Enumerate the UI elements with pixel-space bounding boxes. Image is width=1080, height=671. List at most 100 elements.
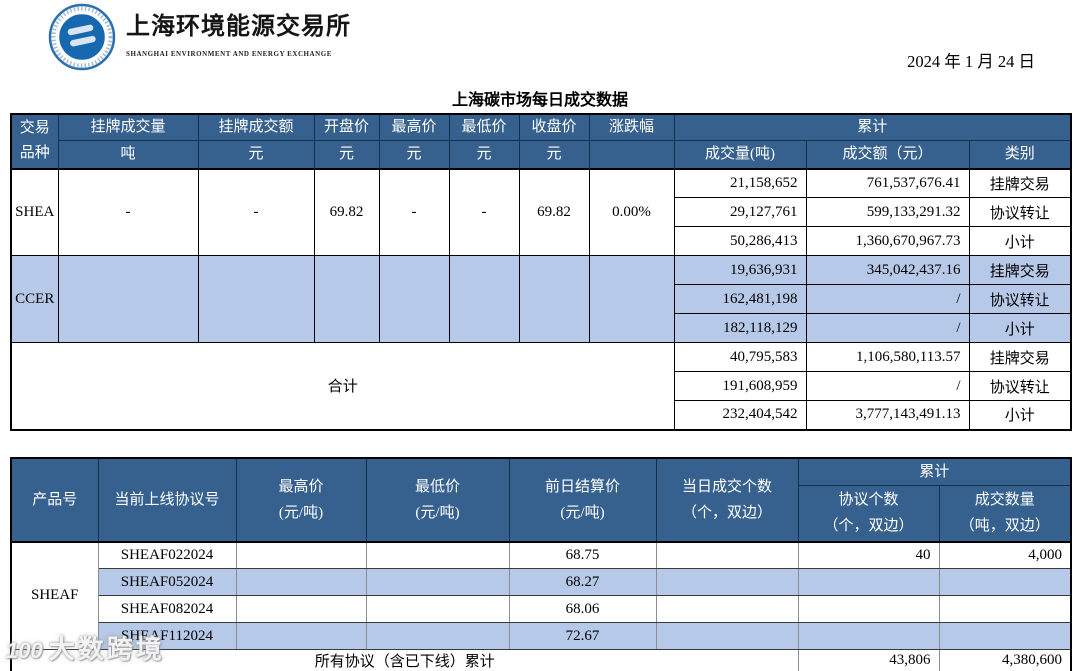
carbon-daily-table: 交易 品种 挂牌成交量 挂牌成交额 开盘价 最高价 最低价 收盘价 涨跌幅 累计 … (10, 113, 1073, 431)
col-cum-trade-qty-label: 成交数量 (974, 492, 1035, 509)
cell-cum-amount: 1,106,580,113.57 (805, 342, 970, 372)
cell-product-ccer: CCER (10, 255, 59, 343)
table-row-all-protocols-total: 所有协议（含已下线）累计 43,806 4,380,600 (10, 649, 1072, 671)
table-row-ccer-negotiated: 162,481,198 / 协议转让 (11, 284, 1072, 314)
cell-low (365, 622, 510, 650)
cell-low (365, 568, 510, 596)
cell-ccer-listed-volume (57, 255, 199, 343)
cell-ccer-high (378, 255, 450, 343)
cell-category: 小计 (968, 226, 1072, 256)
report-date: 2024 年 1 月 24 日 (907, 52, 1035, 71)
table-row-total-listed: 合计 40,795,583 1,106,580,113.57 挂牌交易 (10, 342, 1072, 430)
cell-cum-volume: 50,286,413 (673, 226, 807, 256)
col-cum-protocol-count-label: 协议个数 (838, 492, 899, 509)
cell-shea-listed-amount: - (197, 167, 315, 256)
table-row-sheaf112024: SHEAF112024 72.67 (11, 622, 1072, 650)
cell-protocol: SHEAF112024 (97, 622, 237, 650)
col-daily-count-label: 当日成交个数 (681, 478, 772, 495)
cell-category: 挂牌交易 (968, 255, 1072, 285)
table-row-shea-listed: SHEA - - 69.82 - - 69.82 0.00% 21,158,65… (10, 167, 1072, 256)
unit-high-price: 元 (378, 140, 450, 169)
col-low: 最低价 (元/吨) (365, 457, 510, 542)
col-cum-protocol-count-unit: （个，双边） (823, 518, 914, 535)
cell-high (235, 622, 367, 650)
table1-header-row-2: 吨 元 元 元 元 元 成交量(吨) 成交额（元） 类别 (11, 140, 1072, 169)
col-prev-settle: 前日结算价 (元/吨) (508, 457, 657, 542)
brand-name-en: SHANGHAI ENVIRONMENT AND ENERGY EXCHANGE (126, 50, 332, 58)
unit-low-price: 元 (448, 140, 520, 169)
table-row-sheaf082024: SHEAF082024 68.06 (11, 595, 1072, 623)
table-row-total-subtotal: 232,404,542 3,777,143,491.13 小计 (11, 400, 1072, 430)
cell-total-label: 合计 (10, 342, 675, 430)
cell-cum-volume: 21,158,652 (673, 167, 807, 198)
table-row-shea-subtotal: 50,286,413 1,360,670,967.73 小计 (11, 226, 1072, 256)
cell-cum-protocol-count: 40 (797, 540, 940, 569)
col-cum-volume: 成交量(吨) (673, 140, 807, 169)
cell-low (365, 540, 510, 569)
col-trade-type-line2: 品种 (19, 145, 50, 162)
col-high-unit: (元/吨) (278, 504, 324, 521)
unit-open-price: 元 (313, 140, 380, 169)
col-listed-amount: 挂牌成交额 (197, 113, 315, 141)
cell-category: 挂牌交易 (968, 342, 1072, 372)
cell-cum-protocol-count (797, 622, 940, 650)
cell-low (365, 595, 510, 623)
cell-protocol: SHEAF052024 (97, 568, 237, 596)
cell-shea-listed-volume: - (57, 167, 199, 256)
sheaf-protocol-table: 产品号 当前上线协议号 最高价 (元/吨) 最低价 (元/吨) 前日结算价 (元/吨)… (10, 457, 1073, 671)
cell-cum-amount: 345,042,437.16 (805, 255, 970, 285)
table-row-total-negotiated: 191,608,959 / 协议转让 (11, 371, 1072, 401)
cell-high (235, 595, 367, 623)
cell-cum-volume: 162,481,198 (673, 284, 807, 314)
cell-cum-amount: / (805, 371, 970, 401)
cell-category: 协议转让 (968, 284, 1072, 314)
col-daily-count-unit: （个，双边） (681, 504, 772, 521)
cell-high (235, 540, 367, 569)
col-current-protocol: 当前上线协议号 (97, 457, 237, 542)
cell-prev-settle: 72.67 (508, 622, 657, 650)
cell-footer-label: 所有协议（含已下线）累计 (10, 649, 799, 671)
cell-cum-trade-qty (938, 595, 1072, 623)
cell-footer-trade-qty: 4,380,600 (938, 649, 1072, 671)
cell-high (235, 568, 367, 596)
col-category: 类别 (968, 140, 1072, 169)
col-high-price: 最高价 (378, 113, 450, 141)
cell-cum-volume: 191,608,959 (673, 371, 807, 401)
cell-protocol: SHEAF082024 (97, 595, 237, 623)
cell-cum-amount: 3,777,143,491.13 (805, 400, 970, 430)
exchange-logo-icon (48, 3, 116, 71)
cell-prev-settle: 68.75 (508, 540, 657, 569)
cell-cum-volume: 182,118,129 (673, 313, 807, 343)
cell-product-sheaf: SHEAF (10, 540, 99, 650)
col-prev-settle-unit: (元/吨) (560, 504, 605, 521)
col-high: 最高价 (元/吨) (235, 457, 367, 542)
col-cum-trade-qty: 成交数量 （吨，双边） (938, 485, 1072, 542)
cell-product-shea: SHEA (10, 167, 59, 256)
cell-category: 小计 (968, 400, 1072, 430)
cell-shea-low: - (448, 167, 520, 256)
cell-cum-trade-qty (938, 622, 1072, 650)
cell-cum-trade-qty: 4,000 (938, 540, 1072, 569)
cell-ccer-listed-amount (197, 255, 315, 343)
cell-daily-count (655, 540, 799, 569)
cell-cum-amount: / (805, 284, 970, 314)
cell-ccer-low (448, 255, 520, 343)
table1-header-row-1: 交易 品种 挂牌成交量 挂牌成交额 开盘价 最高价 最低价 收盘价 涨跌幅 累计 (10, 113, 1072, 169)
unit-listed-amount: 元 (197, 140, 315, 169)
col-low-label: 最低价 (414, 478, 460, 495)
cell-protocol: SHEAF022024 (97, 540, 237, 569)
cell-category: 协议转让 (968, 371, 1072, 401)
cell-prev-settle: 68.27 (508, 568, 657, 596)
col-trade-type-line1: 交易 (19, 120, 50, 137)
col-trade-type: 交易 品种 (10, 113, 59, 169)
cell-ccer-close (518, 255, 590, 343)
col-cumulative-group: 累计 (673, 113, 1072, 141)
cell-prev-settle: 68.06 (508, 595, 657, 623)
cell-cum-amount: 761,537,676.41 (805, 167, 970, 198)
table2-header-row-1: 产品号 当前上线协议号 最高价 (元/吨) 最低价 (元/吨) 前日结算价 (元/吨)… (10, 457, 1072, 542)
col-low-unit: (元/吨) (415, 504, 460, 521)
cell-cum-protocol-count (797, 568, 940, 596)
col-prev-settle-label: 前日结算价 (544, 478, 620, 495)
unit-change-pct (588, 140, 675, 169)
col-open-price: 开盘价 (313, 113, 380, 141)
